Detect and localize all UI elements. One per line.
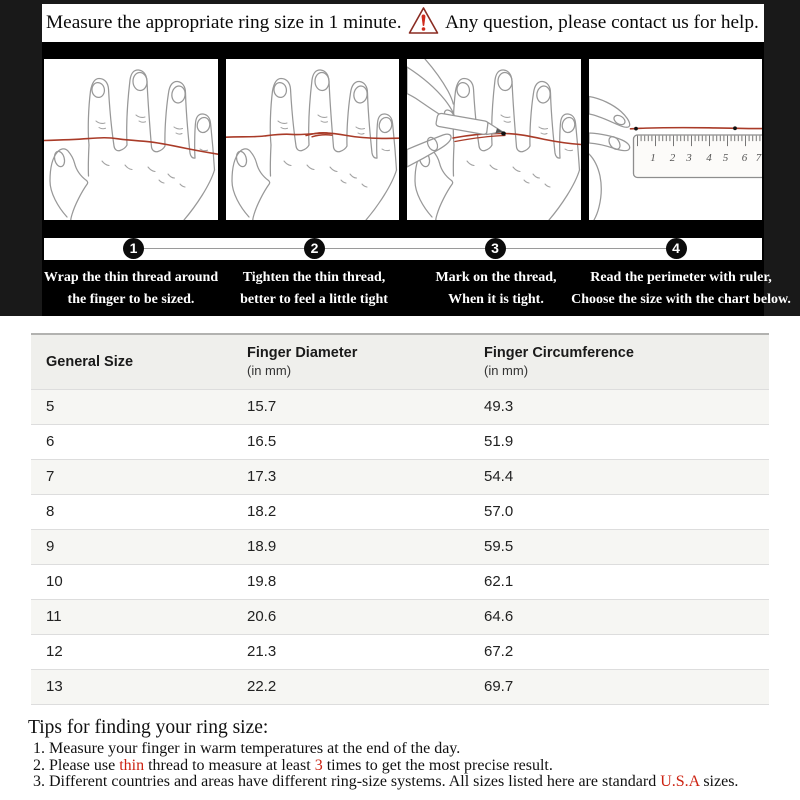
svg-text:6: 6 [741, 152, 747, 164]
svg-text:7: 7 [755, 152, 761, 164]
svg-text:4: 4 [706, 152, 712, 164]
svg-text:3: 3 [685, 152, 692, 164]
svg-text:5: 5 [722, 152, 728, 164]
svg-text:1: 1 [650, 152, 656, 164]
svg-text:2: 2 [669, 152, 675, 164]
